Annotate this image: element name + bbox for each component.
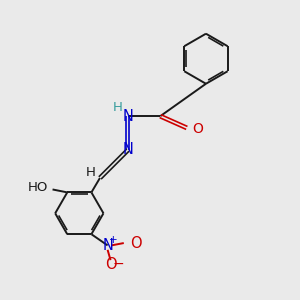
Text: H: H (113, 101, 122, 114)
Text: O: O (130, 236, 142, 250)
Text: O: O (105, 257, 116, 272)
Text: N: N (122, 142, 134, 158)
Text: N: N (122, 109, 134, 124)
Text: +: + (109, 235, 117, 245)
Text: HO: HO (28, 182, 48, 194)
Text: −: − (113, 257, 124, 271)
Text: O: O (192, 122, 203, 136)
Text: N: N (102, 238, 113, 253)
Text: H: H (85, 166, 95, 179)
